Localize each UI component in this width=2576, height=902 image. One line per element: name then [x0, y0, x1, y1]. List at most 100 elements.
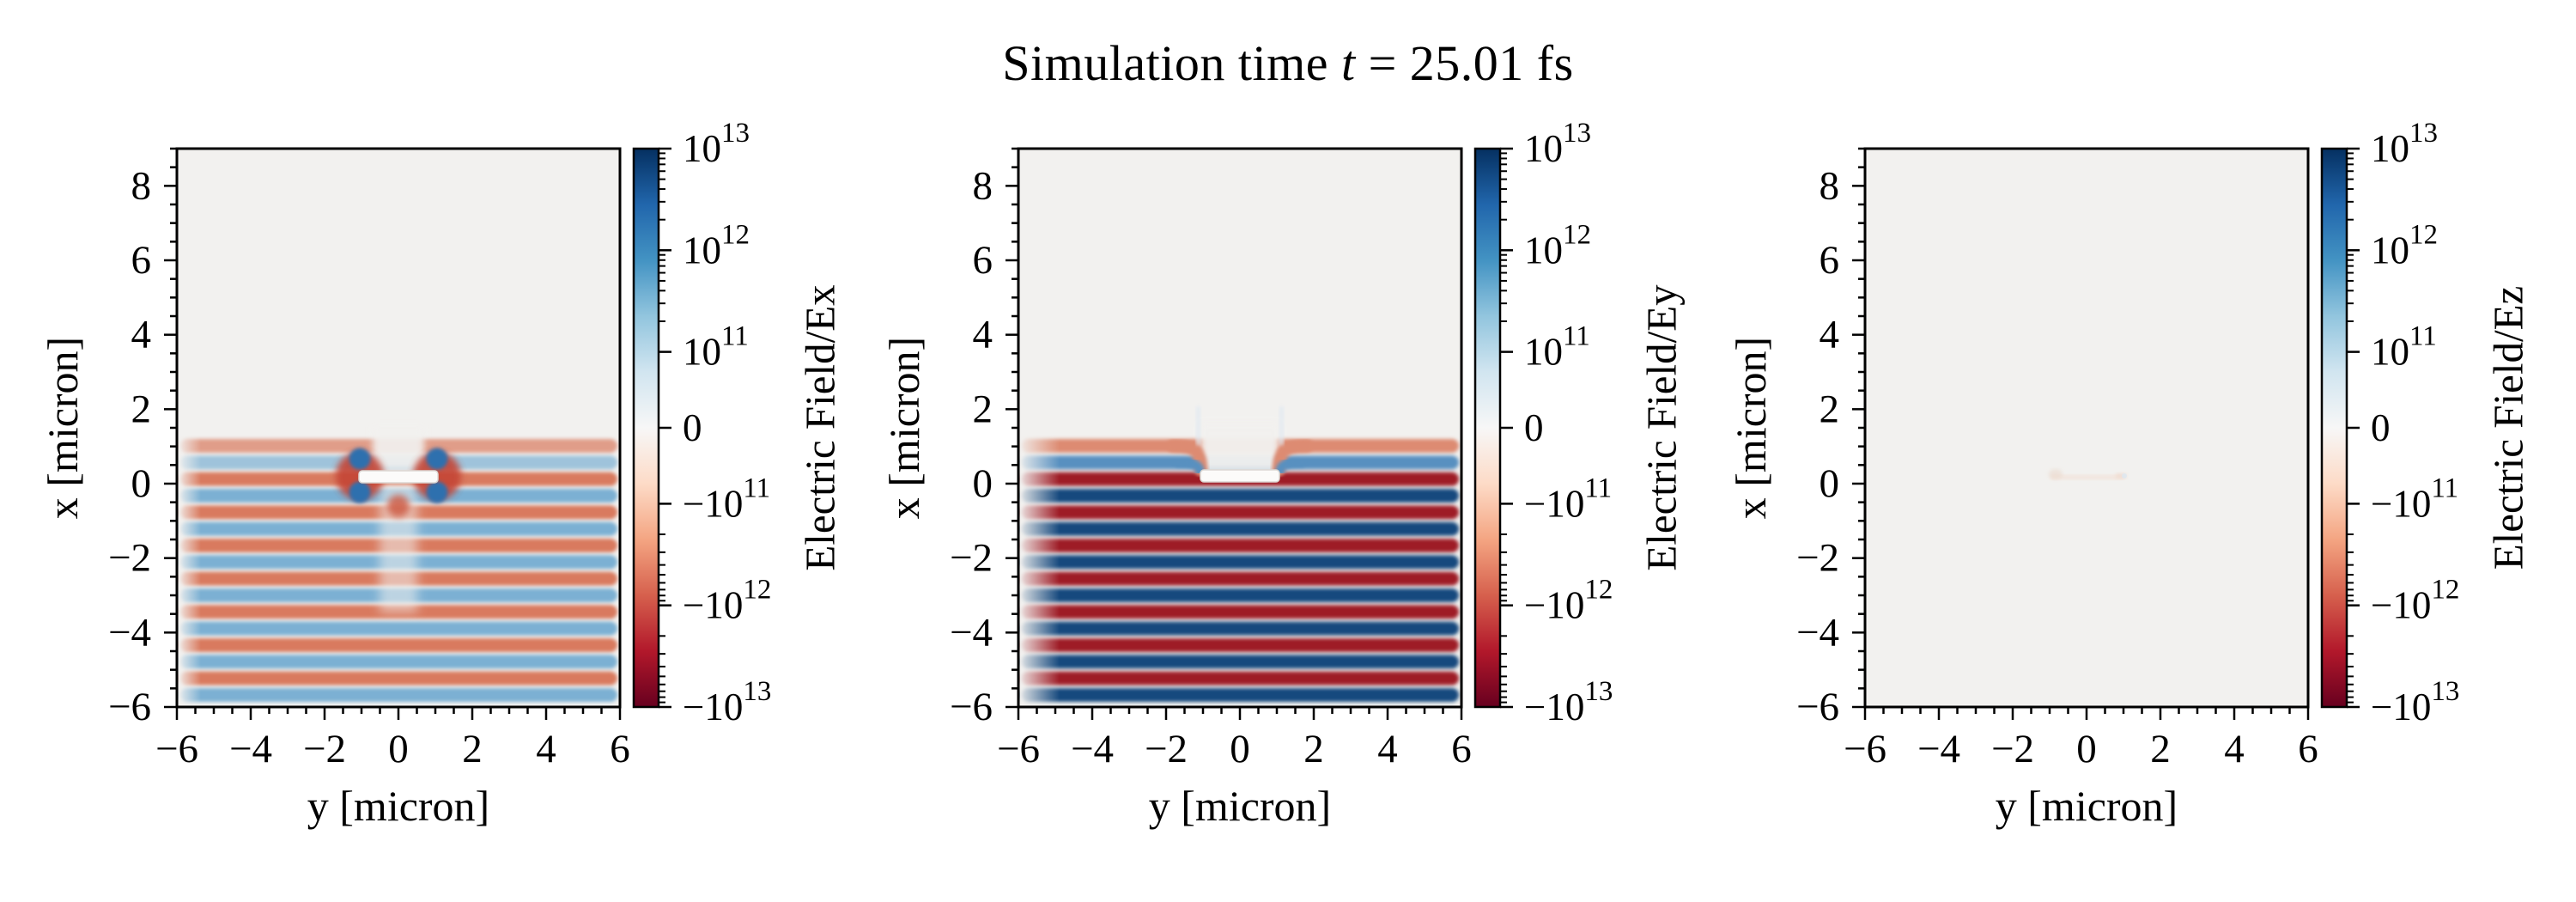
colorbar-tick-label: 1012 — [683, 219, 750, 271]
x-axis: −6 −4 −2 0 2 4 6 y [micron] — [1844, 707, 2318, 830]
colorbar-axis-label: Electric Field/Ey — [1638, 284, 1686, 571]
y-axis-label: x [micron] — [1727, 337, 1775, 519]
colorbar-tick-label: 1013 — [2371, 118, 2438, 170]
x-tick-label: 2 — [462, 727, 483, 771]
y-tick-label: 8 — [131, 163, 152, 208]
x-tick-label: 4 — [1377, 727, 1398, 771]
colorbar-tick-label: −1011 — [2371, 472, 2458, 525]
x-axis-label: y [micron] — [307, 782, 489, 830]
residual-trace — [2116, 473, 2126, 478]
y-tick-label: −4 — [108, 610, 151, 655]
colorbar-tick-label: −1012 — [2371, 575, 2459, 627]
x-tick-label: 0 — [1230, 727, 1250, 771]
colorbar-tick-label: −1013 — [2371, 676, 2459, 728]
plume-above-target — [1200, 424, 1279, 472]
residual-trace — [2122, 473, 2127, 478]
y-tick-label: 8 — [1820, 163, 1840, 208]
wave-stripe — [1021, 687, 1459, 702]
colorbar-tick-label: −1013 — [683, 676, 771, 728]
colorbar-tick-label: −1012 — [683, 575, 771, 627]
y-tick-label: −6 — [108, 685, 151, 729]
y-tick-label: −6 — [1796, 685, 1839, 729]
x-tick-label: 0 — [2076, 727, 2097, 771]
colorbar-tick-label: −1013 — [1524, 676, 1613, 728]
y-axis-label: x [micron] — [39, 337, 87, 519]
plot-background — [1865, 149, 2308, 707]
wave-stripe — [179, 621, 617, 636]
colorbar-tick-label: 1011 — [2371, 321, 2437, 374]
wave-stripe — [1021, 621, 1459, 636]
colorbar-tick-label: 1012 — [1524, 219, 1591, 271]
y-tick-label: 6 — [973, 238, 993, 283]
colorbar-axis-label: Electric Field/Ez — [2485, 286, 2532, 570]
panel-ey: −6 −4 −2 0 2 4 6 y [micron] 8 6 4 2 0 −2 −4 −6 x [micron… — [880, 118, 1686, 830]
figure-title: Simulation time t = 25.01 fs — [0, 34, 2576, 92]
colorbar-tick-label: 1013 — [1524, 118, 1591, 170]
y-tick-label: −2 — [950, 536, 993, 581]
colorbar-tick-label: 1011 — [683, 321, 749, 374]
colorbar-ey: 1013 1012 1011 0 −1011 −1012 −1013 Electric Fie… — [1473, 118, 1686, 728]
y-axis: 8 6 4 2 0 −2 −4 −6 x [micron] — [39, 147, 177, 729]
wave-stripe — [1021, 605, 1459, 619]
x-tick-label: 6 — [2298, 727, 2318, 771]
wave-stripe — [179, 637, 617, 652]
x-axis-label: y [micron] — [1996, 782, 2178, 830]
y-tick-label: 0 — [973, 461, 993, 506]
y-tick-label: 2 — [131, 387, 152, 431]
x-tick-label: 6 — [610, 727, 630, 771]
wave-stripe — [1021, 488, 1459, 503]
x-axis: −6 −4 −2 0 2 4 6 y [micron] — [155, 707, 630, 830]
wave-stripe — [1021, 505, 1459, 520]
panel-ex: −6 −4 −2 0 2 4 6 y [micron] 8 6 4 2 0 −2 −4 −6 x [micron… — [39, 118, 844, 830]
dipole-blue-core — [426, 448, 448, 470]
stripe-hook — [1275, 457, 1307, 476]
colorbar-ex: 1013 1012 1011 0 −1011 −1012 −1013 Electric Fie… — [632, 118, 844, 728]
residual-trace — [2050, 475, 2124, 479]
plot-area-ez — [1865, 149, 2308, 707]
field-clearing — [373, 427, 424, 470]
colorbar-tick-label: 1011 — [1524, 321, 1590, 374]
colorbar-gradient — [1473, 147, 1502, 709]
y-tick-label: 4 — [1820, 313, 1840, 357]
y-tick-label: 0 — [131, 461, 152, 506]
title-variable: t — [1340, 35, 1356, 91]
colorbar-tick-label: 0 — [683, 406, 702, 449]
plot-area-ex — [177, 149, 620, 707]
wave-stripe — [1021, 555, 1459, 570]
x-tick-label: −6 — [155, 727, 198, 771]
wave-stripe — [1021, 571, 1459, 586]
y-tick-label: −4 — [1796, 610, 1839, 655]
colorbar-tick-label: −1011 — [683, 472, 770, 525]
x-tick-label: 2 — [2150, 727, 2171, 771]
edge-fade — [1020, 430, 1060, 705]
x-tick-label: 6 — [1451, 727, 1472, 771]
target-slab — [358, 470, 439, 484]
wave-stripe — [1021, 671, 1459, 686]
y-axis: 8 6 4 2 0 −2 −4 −6 x [micron] — [880, 147, 1018, 729]
y-tick-label: −2 — [108, 536, 151, 581]
colorbar-gradient — [2320, 147, 2348, 709]
x-tick-label: −2 — [1991, 727, 2034, 771]
plot-area-ey — [1018, 149, 1461, 707]
y-tick-label: 2 — [973, 387, 993, 431]
x-tick-label: −2 — [303, 727, 346, 771]
title-suffix: = 25.01 fs — [1355, 35, 1574, 91]
y-tick-label: 6 — [1820, 238, 1840, 283]
dipole-blue-core — [349, 481, 371, 503]
faint-streak — [1196, 406, 1200, 445]
x-tick-label: −4 — [229, 727, 272, 771]
dipole-blue-core — [426, 481, 448, 503]
wave-stripe — [179, 687, 617, 702]
colorbar-tick-label: 0 — [1524, 406, 1544, 449]
wave-stripe — [179, 671, 617, 686]
x-axis: −6 −4 −2 0 2 4 6 y [micron] — [997, 707, 1472, 830]
panel-ez: −6 −4 −2 0 2 4 6 y [micron] 8 6 4 2 0 −2 −4 −6 x [micron… — [1727, 118, 2532, 830]
edge-fade — [179, 430, 201, 705]
y-tick-label: 4 — [973, 313, 993, 357]
x-axis-label: y [micron] — [1149, 782, 1331, 830]
y-tick-label: 6 — [131, 238, 152, 283]
y-tick-label: 8 — [973, 163, 993, 208]
colorbar-ez: 1013 1012 1011 0 −1011 −1012 −1013 Electric Fie… — [2320, 118, 2532, 728]
